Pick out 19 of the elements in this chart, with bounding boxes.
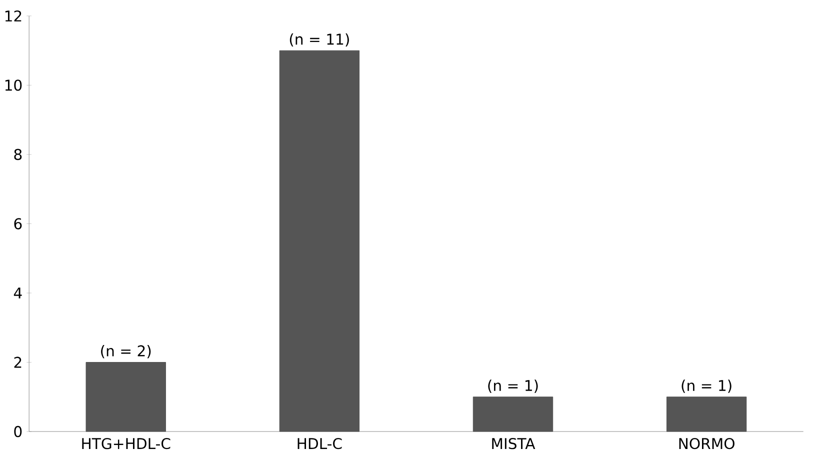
x-tick-label: HTG+HDL-C <box>82 438 170 450</box>
x-tick-label: NORMO <box>679 438 734 450</box>
data-label: (n = 2) <box>101 345 151 358</box>
data-label: (n = 11) <box>290 33 349 47</box>
data-label: (n = 1) <box>488 380 538 393</box>
y-tick-label: 8 <box>14 148 22 160</box>
y-tick-label: 4 <box>14 288 22 298</box>
y-tick-label: 2 <box>14 356 22 368</box>
y-tick-label: 10 <box>5 80 22 91</box>
y-tick-label: 0 <box>14 426 22 438</box>
bar <box>86 362 166 432</box>
bar <box>666 396 747 432</box>
y-tick-label: 6 <box>14 218 22 230</box>
data-label: (n = 1) <box>682 380 732 393</box>
x-tick-label: MISTA <box>492 438 536 450</box>
bar <box>279 50 360 432</box>
x-tick-label: HDL-C <box>298 438 342 450</box>
y-tick-label: 12 <box>5 10 22 22</box>
bar <box>472 396 554 432</box>
